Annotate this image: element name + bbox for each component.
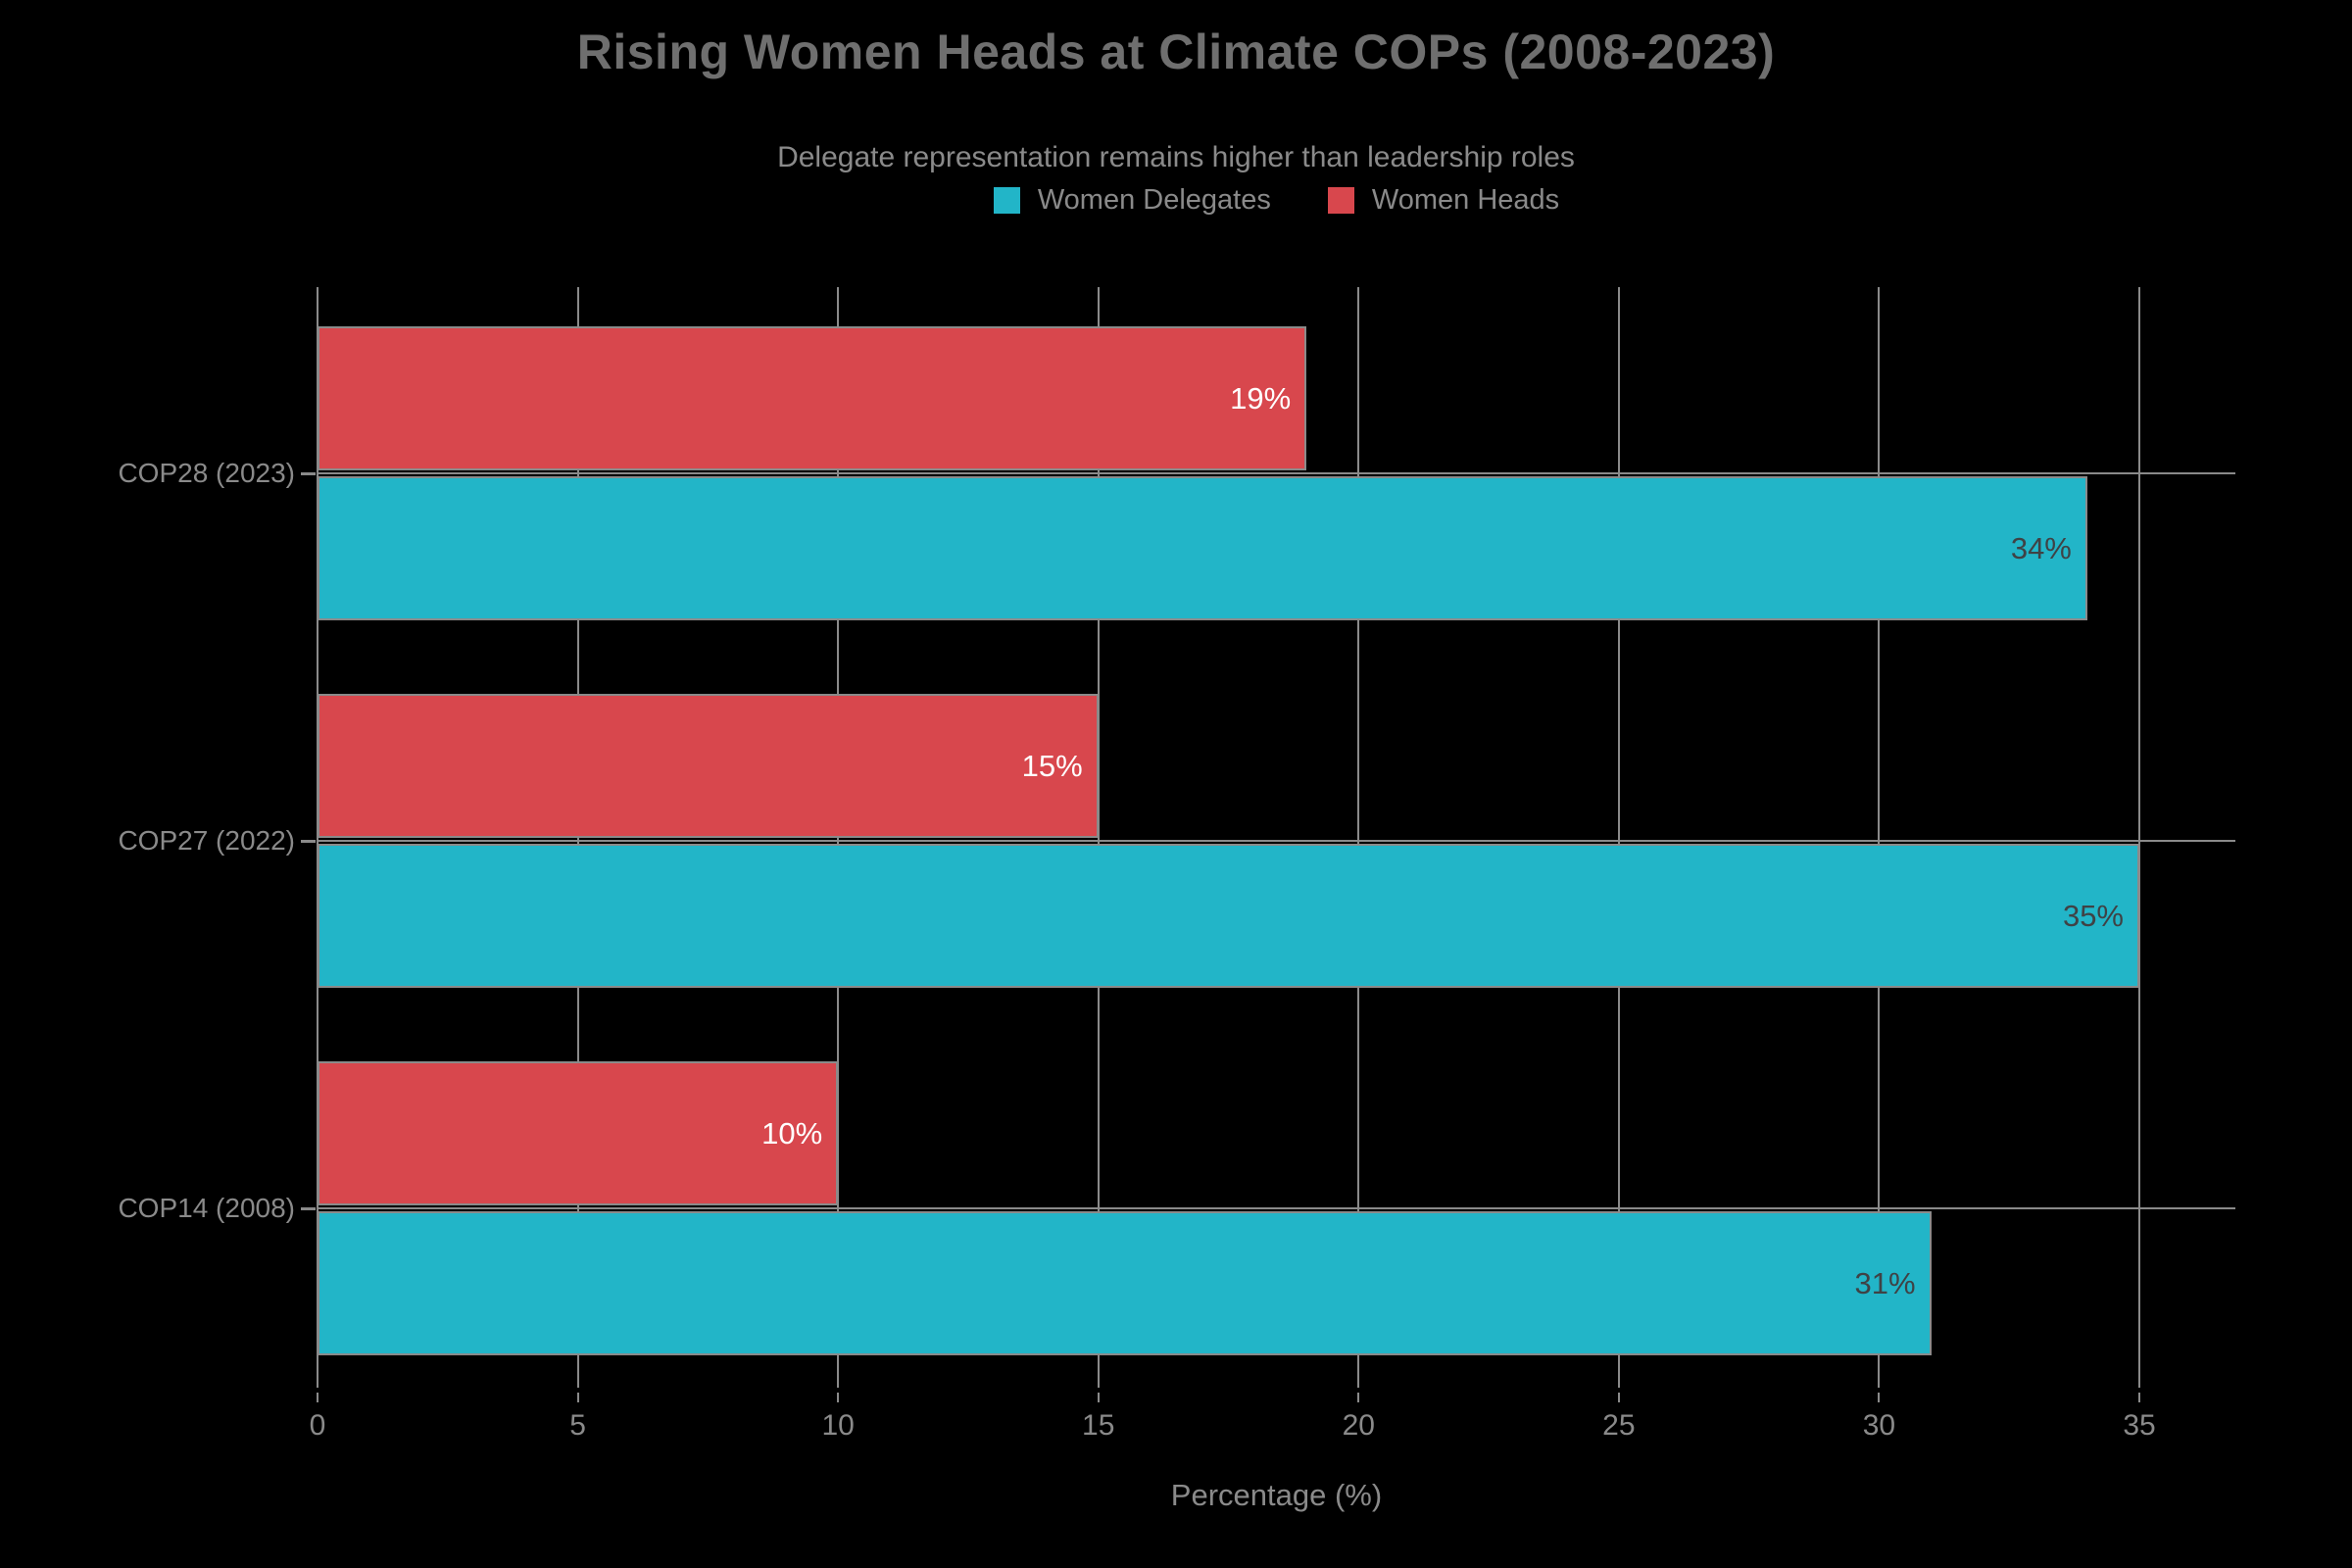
y-axis-tick — [301, 472, 316, 475]
legend-item-women-delegates[interactable]: Women Delegates — [993, 184, 1271, 217]
y-axis-category-label: COP27 (2022) — [118, 825, 295, 856]
x-axis-tick-dash — [317, 1393, 318, 1402]
x-axis-tick — [1097, 1362, 1100, 1388]
x-axis-tick-label: 0 — [309, 1409, 326, 1442]
x-gridline — [2138, 287, 2140, 1362]
x-axis-tick-label: 5 — [569, 1409, 586, 1442]
x-axis-tick-dash — [2138, 1393, 2140, 1402]
bar-value-label: 31% — [1854, 1265, 1916, 1300]
bar-women-delegates[interactable]: 34% — [318, 476, 2087, 620]
x-axis-tick — [837, 1362, 840, 1388]
legend-swatch-teal — [993, 187, 1020, 214]
x-axis-tick-dash — [576, 1393, 579, 1402]
x-axis-tick-dash — [1357, 1393, 1360, 1402]
category-gridline — [318, 1207, 2235, 1209]
x-axis-tick — [2138, 1362, 2140, 1388]
x-gridline — [1357, 287, 1360, 1362]
x-axis-tick — [317, 1362, 318, 1388]
x-axis-tick-label: 10 — [821, 1409, 855, 1442]
y-axis-category-label: COP28 (2023) — [118, 458, 295, 488]
bar-women-delegates[interactable]: 35% — [318, 844, 2139, 988]
bar-value-label: 19% — [1230, 380, 1292, 416]
x-axis-tick — [1357, 1362, 1360, 1388]
x-axis-tick-label: 20 — [1342, 1409, 1375, 1442]
x-gridline — [1878, 287, 1881, 1362]
bar-value-label: 15% — [1021, 748, 1083, 783]
x-axis-tick — [576, 1362, 579, 1388]
plot-area: 19% 34% 15% 35% 10% 31% — [317, 287, 2235, 1362]
y-axis-labels: COP28 (2023) COP27 (2022) COP14 (2008) — [0, 287, 318, 1362]
x-axis-tick-label: 35 — [2123, 1409, 2156, 1442]
x-axis-tick — [1617, 1362, 1620, 1388]
legend-label: Women Heads — [1371, 184, 1560, 216]
chart-title: Rising Women Heads at Climate COPs (2008… — [576, 24, 1776, 79]
bar-value-label: 34% — [2010, 530, 2072, 565]
x-axis-tick-label: 15 — [1082, 1409, 1115, 1442]
bar-women-delegates[interactable]: 31% — [318, 1211, 1932, 1355]
x-axis-tick — [1878, 1362, 1881, 1388]
legend: Women Delegates Women Heads — [318, 184, 2235, 217]
legend-item-women-heads[interactable]: Women Heads — [1327, 184, 1560, 217]
x-axis-tick-dash — [1617, 1393, 1620, 1402]
x-axis-tick-label: 30 — [1862, 1409, 1896, 1442]
bar-value-label: 35% — [2062, 898, 2124, 933]
x-axis-tick-dash — [1878, 1393, 1881, 1402]
y-axis-category-label: COP14 (2008) — [118, 1193, 295, 1223]
x-axis-tick-label: 25 — [1602, 1409, 1636, 1442]
x-axis: 0 5 10 15 20 25 30 35 — [310, 1362, 2235, 1460]
legend-swatch-red — [1327, 187, 1354, 214]
bar-women-heads[interactable]: 19% — [318, 326, 1307, 470]
bar-women-heads[interactable]: 10% — [318, 1061, 839, 1205]
x-axis-tick-dash — [837, 1393, 840, 1402]
y-axis-tick — [301, 1207, 316, 1210]
x-gridline — [1097, 287, 1100, 1362]
category-gridline — [318, 472, 2235, 474]
x-gridline — [1617, 287, 1620, 1362]
category-gridline — [318, 840, 2235, 842]
chart-subtitle: Delegate representation remains higher t… — [777, 141, 1575, 173]
x-axis-title: Percentage (%) — [1170, 1478, 1383, 1512]
y-axis-tick — [301, 840, 316, 843]
bar-value-label: 10% — [761, 1115, 823, 1151]
legend-label: Women Delegates — [1037, 184, 1271, 216]
bar-women-heads[interactable]: 15% — [318, 694, 1099, 838]
x-axis-tick-dash — [1097, 1393, 1100, 1402]
